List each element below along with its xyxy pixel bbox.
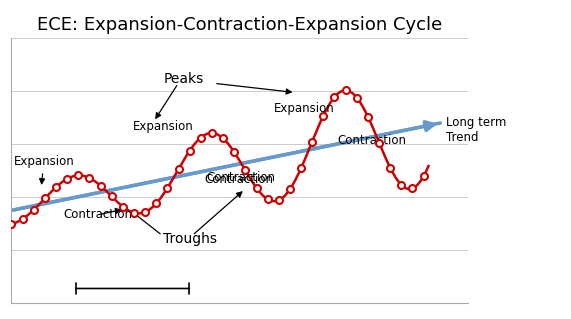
Text: Contraction: Contraction <box>204 173 273 186</box>
Text: Expansion: Expansion <box>132 120 194 133</box>
Text: Peaks: Peaks <box>164 72 204 86</box>
Text: Contraction: Contraction <box>206 171 275 184</box>
Text: Contraction: Contraction <box>337 134 406 147</box>
Text: Contraction: Contraction <box>63 208 132 221</box>
Text: Expansion: Expansion <box>274 102 335 115</box>
Text: Troughs: Troughs <box>163 232 217 246</box>
Title: ECE: Expansion-Contraction-Expansion Cycle: ECE: Expansion-Contraction-Expansion Cyc… <box>37 16 443 34</box>
Text: Expansion: Expansion <box>13 155 74 184</box>
Text: Long term
Trend: Long term Trend <box>447 115 506 144</box>
